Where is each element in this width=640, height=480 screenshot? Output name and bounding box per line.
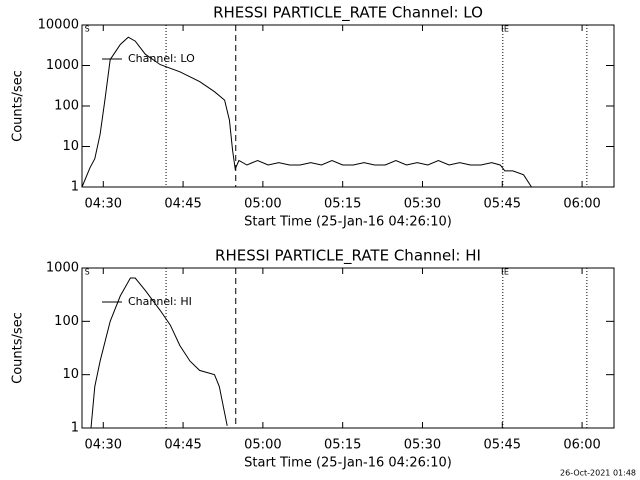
- y-tick-label: 1: [71, 421, 79, 436]
- y-tick-label: 100: [54, 314, 79, 329]
- y-tick-label: 10: [62, 367, 79, 382]
- x-tick-label: 04:45: [164, 438, 201, 453]
- x-axis-label: Start Time (25-Jan-16 04:26:10): [244, 456, 452, 471]
- x-tick-label: 04:45: [164, 197, 201, 212]
- y-tick-label: 1: [71, 180, 79, 195]
- legend-label: Channel: LO: [128, 52, 195, 65]
- y-axis-label: Counts/sec: [11, 70, 26, 142]
- y-tick-label: 1000: [46, 261, 79, 276]
- annotation: E: [504, 25, 509, 34]
- annotation: S: [85, 25, 90, 34]
- x-tick-label: 05:30: [404, 438, 441, 453]
- x-tick-label: 05:15: [324, 438, 361, 453]
- plot-frame: [81, 24, 615, 188]
- annotation: S: [85, 268, 90, 277]
- chart-title: RHESSI PARTICLE_RATE Channel: LO: [213, 4, 483, 23]
- y-tick-label: 100: [54, 99, 79, 114]
- plot-frame: [81, 267, 615, 429]
- x-tick-label: 06:00: [563, 197, 600, 212]
- y-axis-label: Counts/sec: [11, 312, 26, 384]
- data-line: [90, 277, 228, 429]
- chart-title: RHESSI PARTICLE_RATE Channel: HI: [215, 247, 481, 266]
- y-tick-label: 1000: [46, 58, 79, 73]
- x-tick-label: 04:30: [85, 438, 122, 453]
- x-tick-label: 05:45: [484, 438, 521, 453]
- x-tick-label: 05:45: [484, 197, 521, 212]
- footer: 26-Oct-2021 01:48: [560, 469, 636, 478]
- x-tick-label: 05:30: [404, 197, 441, 212]
- y-tick-label: 10: [62, 139, 79, 154]
- x-tick-label: 05:00: [244, 438, 281, 453]
- y-tick-label: 10000: [38, 18, 79, 33]
- x-axis-label: Start Time (25-Jan-16 04:26:10): [244, 215, 452, 230]
- data-line: [81, 36, 532, 188]
- x-tick-label: 05:00: [244, 197, 281, 212]
- x-tick-label: 06:00: [563, 438, 600, 453]
- legend-label: Channel: HI: [128, 295, 192, 308]
- x-tick-label: 04:30: [85, 197, 122, 212]
- x-tick-label: 05:15: [324, 197, 361, 212]
- annotation: E: [504, 268, 509, 277]
